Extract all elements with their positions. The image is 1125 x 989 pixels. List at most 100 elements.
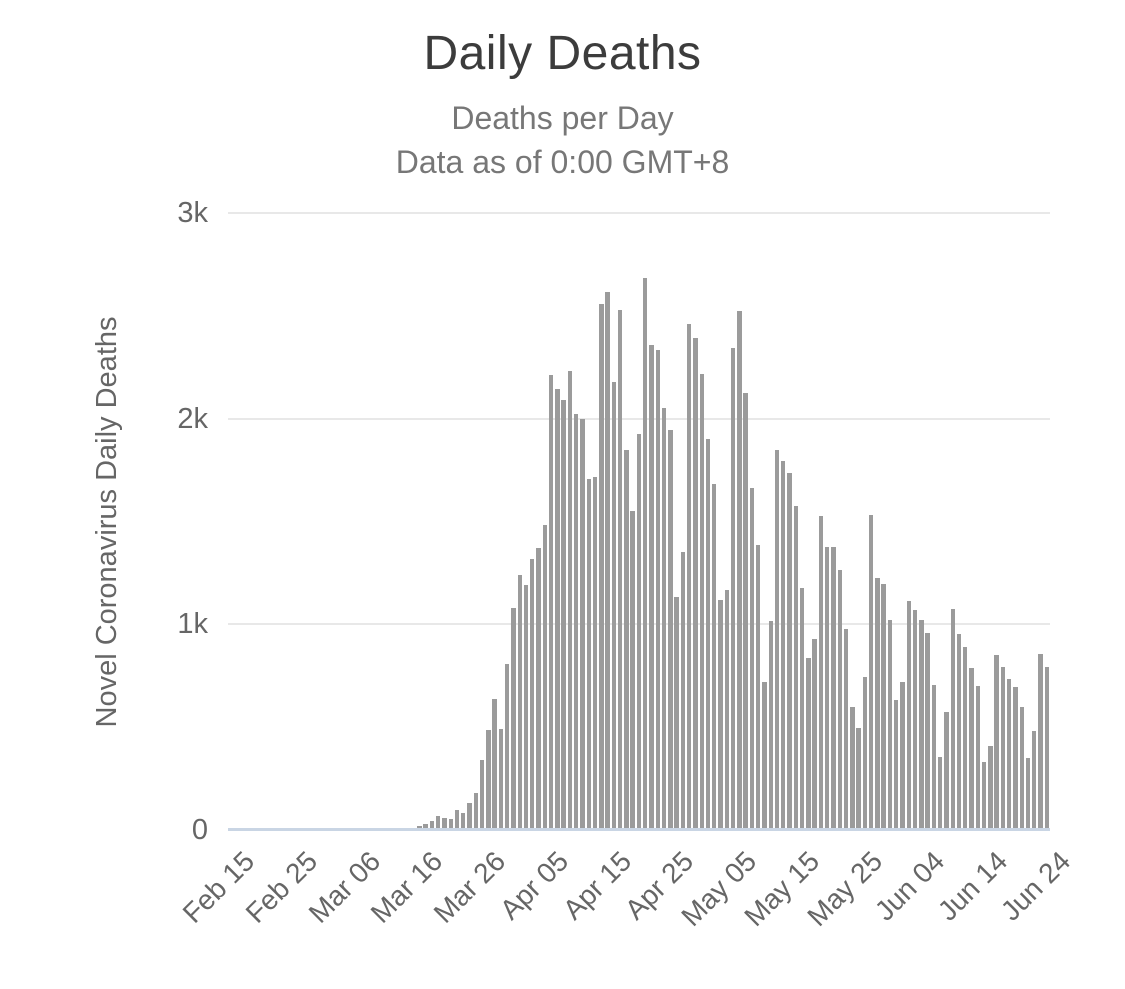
gridline-2000 xyxy=(228,417,1050,420)
bar-mar-23 xyxy=(461,812,466,830)
bar-jun-12 xyxy=(969,667,974,830)
bar-apr-09 xyxy=(567,371,573,830)
bar-apr-20 xyxy=(636,434,642,830)
chart-title: Daily Deaths xyxy=(423,27,702,80)
bar-apr-16 xyxy=(611,381,617,830)
bar-may-06 xyxy=(737,310,742,830)
bar-jun-22 xyxy=(1032,731,1037,830)
bar-jun-23 xyxy=(1038,654,1043,830)
bar-mar-17 xyxy=(423,823,428,830)
bar-jun-10 xyxy=(956,633,962,830)
bar-may-11 xyxy=(768,621,773,830)
bar-apr-06 xyxy=(548,375,554,830)
bar-may-09 xyxy=(755,545,761,830)
bar-apr-15 xyxy=(605,292,610,830)
bar-jun-07 xyxy=(937,757,943,830)
bar-jun-13 xyxy=(975,686,980,830)
bar-mar-24 xyxy=(467,803,472,830)
bar-jun-15 xyxy=(988,745,993,830)
bar-mar-20 xyxy=(442,817,447,830)
bar-apr-22 xyxy=(649,344,654,830)
x-axis-line xyxy=(228,828,1050,831)
bar-apr-19 xyxy=(630,511,635,830)
bar-may-30 xyxy=(887,620,893,830)
bar-apr-30 xyxy=(699,374,704,830)
bar-apr-08 xyxy=(561,400,566,830)
bar-mar-22 xyxy=(454,810,460,830)
bar-apr-02 xyxy=(523,585,529,830)
bar-apr-07 xyxy=(555,388,560,830)
bar-apr-26 xyxy=(674,596,679,830)
bar-apr-29 xyxy=(693,338,698,830)
bar-jun-16 xyxy=(994,655,999,830)
bar-mar-25 xyxy=(473,792,478,830)
bar-jun-24 xyxy=(1044,666,1050,830)
bar-may-27 xyxy=(868,515,874,830)
bar-jun-03 xyxy=(912,609,918,830)
bar-mar-18 xyxy=(429,820,435,830)
bar-may-14 xyxy=(787,473,792,830)
bar-may-12 xyxy=(774,449,780,830)
bar-may-31 xyxy=(894,700,899,830)
bar-jun-19 xyxy=(1013,687,1018,830)
bar-may-10 xyxy=(762,681,767,830)
bar-jun-06 xyxy=(931,685,937,830)
chart-subtitle-line2: Data as of 0:00 GMT+8 xyxy=(395,144,730,180)
plot-area xyxy=(228,212,1050,831)
bar-mar-31 xyxy=(511,607,516,830)
gridline-3000 xyxy=(228,212,1050,214)
bar-jun-09 xyxy=(950,608,955,830)
bar-jun-04 xyxy=(919,620,924,830)
bar-jun-20 xyxy=(1019,706,1024,830)
bar-mar-19 xyxy=(435,815,441,830)
bar-may-04 xyxy=(724,590,729,830)
bar-apr-25 xyxy=(668,429,673,830)
bar-may-18 xyxy=(812,638,817,830)
y-axis-title: Novel Coronavirus Daily Deaths xyxy=(91,316,123,728)
bar-may-26 xyxy=(862,676,868,830)
bar-jun-17 xyxy=(1000,666,1006,830)
bar-may-23 xyxy=(843,629,849,830)
bar-jun-21 xyxy=(1025,758,1031,830)
bar-may-17 xyxy=(806,658,811,830)
bar-jun-18 xyxy=(1006,678,1012,830)
bar-apr-01 xyxy=(517,574,522,830)
bar-jun-05 xyxy=(925,632,930,830)
bar-may-13 xyxy=(781,460,786,830)
bar-may-25 xyxy=(856,728,861,830)
bar-apr-03 xyxy=(530,558,535,830)
chart-subtitle-line1: Deaths per Day xyxy=(451,100,674,136)
bar-apr-17 xyxy=(617,309,623,830)
bar-jun-02 xyxy=(906,600,911,830)
y-tick-label-0: 0 xyxy=(191,814,208,846)
bar-apr-21 xyxy=(643,277,648,830)
bar-may-16 xyxy=(799,588,805,830)
bar-may-22 xyxy=(837,569,842,830)
bar-apr-04 xyxy=(536,548,541,830)
bar-jun-08 xyxy=(944,711,949,830)
bar-jun-14 xyxy=(981,762,987,830)
y-tick-label-3k: 3k xyxy=(177,197,208,229)
bar-may-21 xyxy=(831,547,836,830)
bar-may-19 xyxy=(818,516,824,830)
bar-apr-05 xyxy=(542,524,548,830)
bar-apr-27 xyxy=(680,552,686,830)
bar-mar-30 xyxy=(504,664,510,830)
bar-may-07 xyxy=(743,392,748,830)
y-tick-label-2k: 2k xyxy=(177,402,208,435)
bar-mar-21 xyxy=(448,818,453,830)
bar-may-15 xyxy=(793,506,799,830)
bar-may-05 xyxy=(730,347,736,830)
bar-may-24 xyxy=(850,706,855,830)
bar-may-08 xyxy=(749,487,755,830)
bar-jun-11 xyxy=(963,646,968,830)
y-tick-label-1k: 1k xyxy=(177,608,208,641)
bar-mar-26 xyxy=(479,760,485,830)
bar-apr-28 xyxy=(686,324,692,830)
bar-apr-24 xyxy=(661,408,667,830)
bar-apr-14 xyxy=(599,303,604,830)
bar-may-03 xyxy=(718,599,723,830)
bar-may-02 xyxy=(712,484,717,830)
bar-apr-11 xyxy=(580,418,585,830)
bar-apr-13 xyxy=(592,477,598,830)
